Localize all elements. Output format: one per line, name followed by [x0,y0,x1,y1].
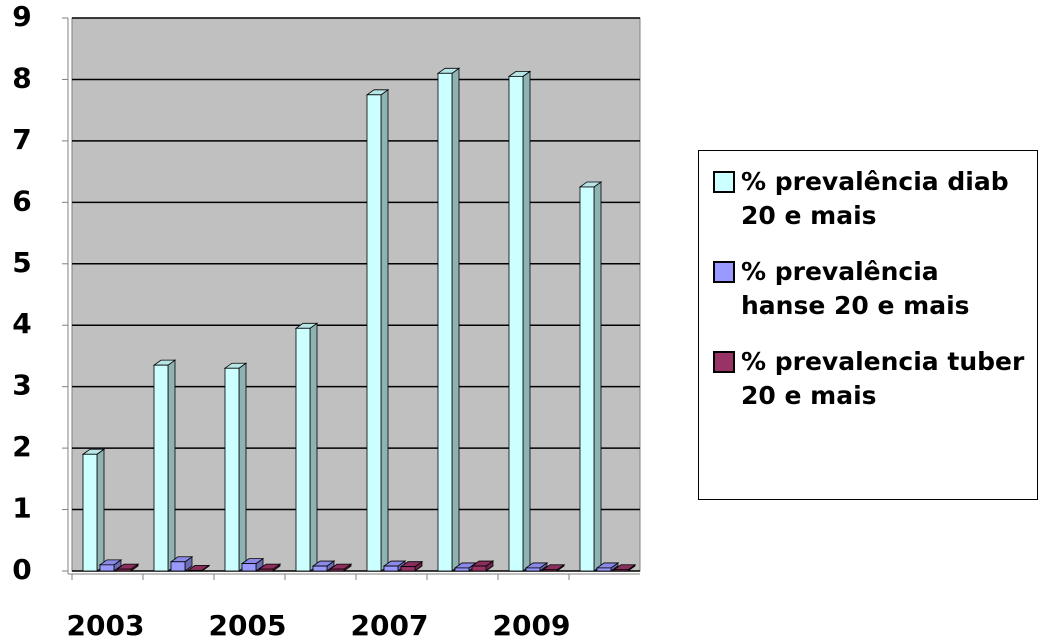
x-tick-label: 2007 [351,609,429,642]
bar [153,364,169,572]
bar [187,569,203,572]
legend-swatch [713,261,735,283]
bar [437,72,453,572]
bar [116,568,132,572]
legend-label: % prevalência hanse 20 e mais [741,257,970,320]
bar-side [451,67,460,572]
bar [508,75,524,572]
bar [383,565,399,572]
y-tick-label: 5 [12,246,31,279]
y-tick-label: 9 [12,0,31,33]
bar-side [593,181,602,572]
bar-side [309,322,318,572]
bar-side [167,359,176,572]
bar [542,569,558,572]
y-tick-label: 3 [12,369,31,402]
legend-swatch [713,351,735,373]
legend: % prevalência diab 20 e mais % prevalênci… [698,150,1038,500]
bar-side [380,89,389,572]
y-tick-label: 7 [12,123,31,156]
bar [82,453,98,572]
y-tick-label: 2 [12,430,31,463]
bar [329,568,345,572]
legend-item: % prevalencia tuber 20 e mais [705,345,1031,413]
x-tick-label: 2003 [67,609,145,642]
bar [613,569,629,572]
bar [596,567,612,572]
y-tick-label: 0 [12,553,31,586]
bar [295,327,311,572]
legend-item: % prevalência hanse 20 e mais [705,255,1031,323]
bar [366,94,382,572]
bar [454,567,470,572]
bar-side [238,362,247,572]
y-tick-label: 8 [12,61,31,94]
bar [525,567,541,572]
legend-label: % prevalência diab 20 e mais [741,167,1009,230]
legend-swatch [713,171,735,193]
x-tick-label: 2005 [209,609,287,642]
bar [579,186,595,572]
x-tick-label: 2009 [493,609,571,642]
bar [241,563,257,572]
bar [400,566,416,572]
bar [312,565,328,572]
y-tick-label: 6 [12,184,31,217]
legend-label: % prevalencia tuber 20 e mais [741,347,1025,410]
bar [170,561,186,572]
legend-item: % prevalência diab 20 e mais [705,165,1031,233]
bar-side [522,70,531,572]
y-tick-label: 4 [12,307,31,340]
bar [471,565,487,572]
y-tick-label: 1 [12,492,31,525]
bar [258,568,274,572]
bar-side [96,448,105,572]
bar [99,564,115,572]
bar [224,367,240,572]
